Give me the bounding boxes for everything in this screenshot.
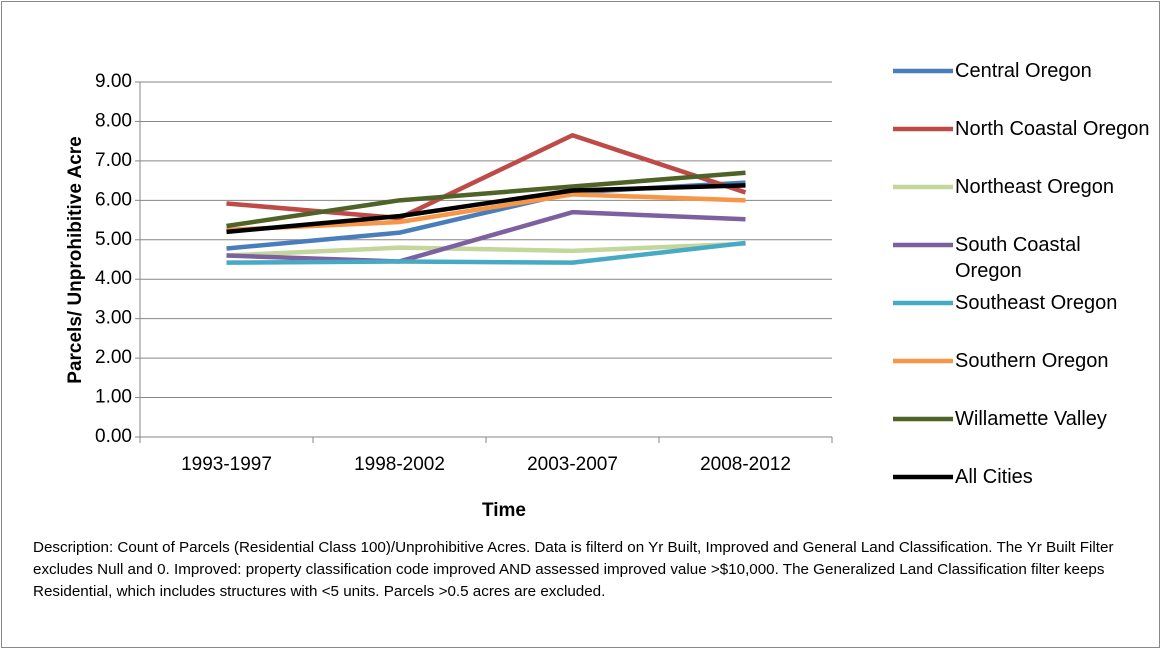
y-tick-label: 8.00 [95,110,132,131]
legend-label: Willamette Valley [955,408,1107,430]
y-tick-label: 4.00 [95,268,132,289]
y-tick-label: 2.00 [95,347,132,368]
y-tick-label: 1.00 [95,387,132,408]
series-line [226,133,747,221]
x-tick-label: 1998-2002 [354,454,445,475]
legend-label: Southeast Oregon [955,292,1118,314]
legend-label: Central Oregon [955,60,1092,82]
y-tick-label: 5.00 [95,229,132,250]
y-tick-label: 6.00 [95,189,132,210]
series-line [226,170,746,229]
series-line [226,241,746,258]
y-axis-label: Parcels/ Unprohibitive Acre [65,136,86,383]
series-line [226,183,746,235]
y-tick-label: 0.00 [95,426,132,447]
y-tick-label: 9.00 [95,71,132,92]
series-line [226,240,746,265]
x-tick-label: 1993-1997 [181,454,272,475]
description: Description: Count of Parcels (Residenti… [33,539,1114,600]
legend-label: All Cities [955,466,1033,488]
x-tick-label: 2008-2012 [700,454,791,475]
series-line [226,209,746,264]
y-tick-label: 7.00 [95,150,132,171]
x-axis-label: Time [482,500,526,521]
legend-label: North Coastal Oregon [955,118,1150,140]
x-tick-label: 2003-2007 [527,454,618,475]
legend-label: Northeast Oregon [955,176,1114,198]
legend-label: Southern Oregon [955,350,1109,372]
legend-label: South Coastal Oregon [955,234,1081,282]
y-tick-label: 3.00 [95,308,132,329]
